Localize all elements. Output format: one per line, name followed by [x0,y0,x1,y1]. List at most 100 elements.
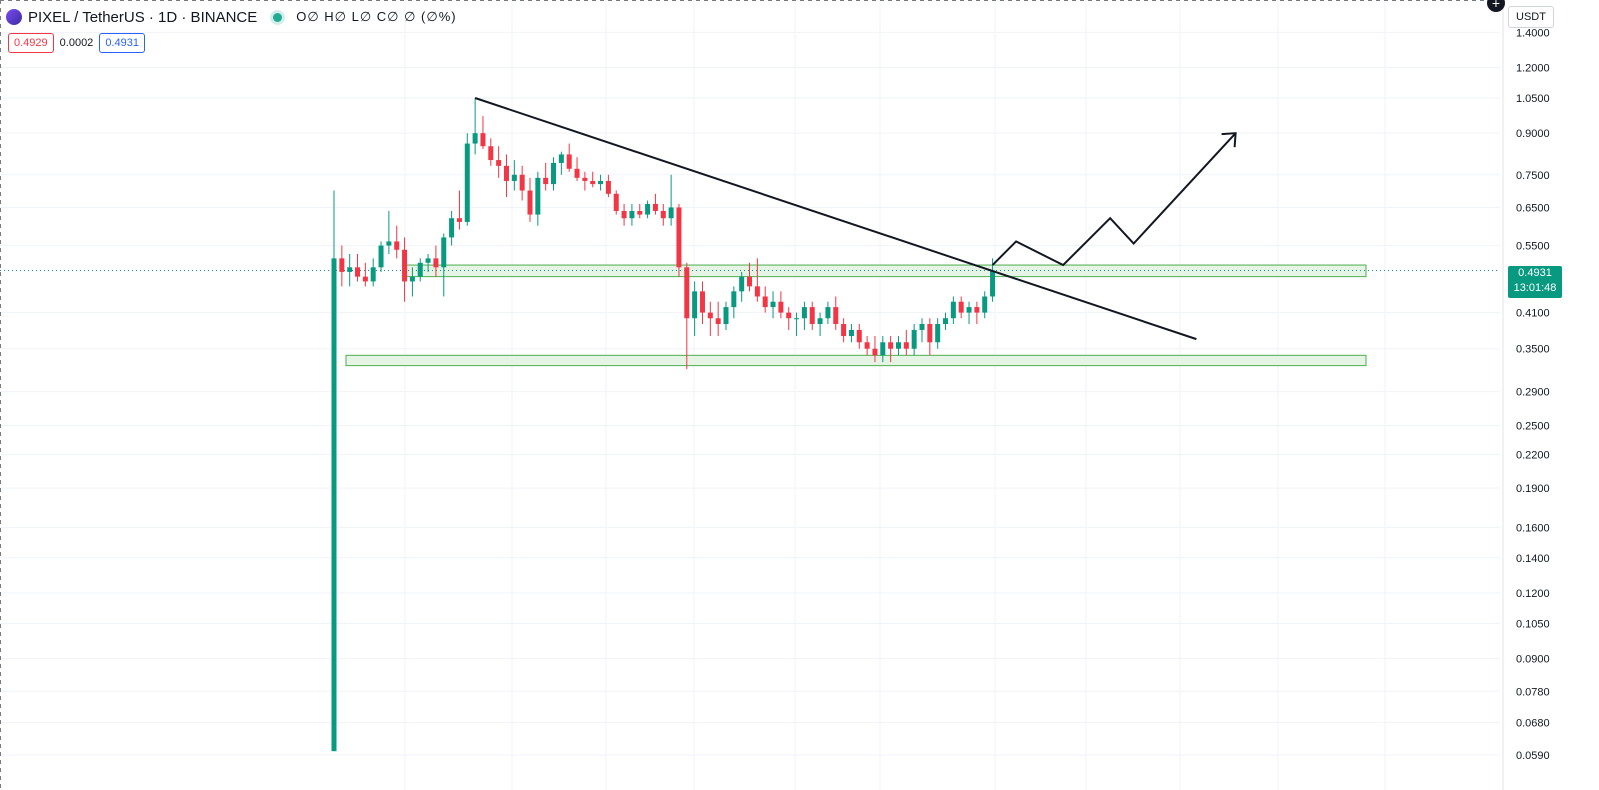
candle-body [386,241,392,246]
current-price-value: 0.4931 [1518,267,1552,279]
y-axis-tick-label: 0.0900 [1516,654,1550,666]
candle-body [927,324,933,343]
candle-body [856,329,862,343]
candle-body [574,168,580,178]
ohlc-values: O∅ H∅ L∅ C∅ ∅ (∅%) [296,9,457,24]
candle-body [503,165,509,181]
candle-body [731,291,737,308]
y-axis-tick-label: 0.6500 [1516,202,1550,214]
candle-body [825,307,831,319]
y-axis-tick-label: 0.9000 [1516,128,1550,140]
candle-body [794,318,800,320]
candle-body [974,307,980,313]
candle-body [605,180,611,194]
candle-body [747,276,753,287]
candle-body [778,301,784,313]
candle-body [786,312,792,319]
candle-body [543,177,549,185]
candle-body [754,286,760,297]
y-axis-tick-label: 0.1400 [1516,553,1550,565]
y-axis-tick-label: 0.0680 [1516,718,1550,730]
symbol-title[interactable]: PIXEL / TetherUS · 1D · BINANCE [28,8,258,26]
candle-body [652,203,658,211]
candle-body [966,307,972,313]
symbol-header: PIXEL / TetherUS · 1D · BINANCE O∅ H∅ L∅… [6,6,457,28]
candle-body [417,262,423,277]
candle-body [558,154,564,163]
candle-body [668,207,674,219]
candle-body [841,324,847,337]
candle-body [621,210,627,219]
candle-body [809,307,815,325]
bid-ask-bar: 0.4929 0.0002 0.4931 [8,33,145,53]
candle-body [990,270,996,297]
candle-body [613,193,619,211]
candle-body [848,329,854,337]
candle-body [370,267,376,282]
pixel-logo-icon [6,9,22,25]
candle-body [660,210,666,219]
candle-body [637,210,643,215]
candle-body [903,342,909,349]
sell-price-button[interactable]: 0.4929 [8,33,54,53]
candle-body [464,143,470,222]
candle-body [441,237,447,268]
bar-countdown: 13:01:48 [1513,282,1557,294]
candle-body [919,324,925,330]
candle-body [425,258,431,263]
y-axis-tick-label: 0.5500 [1516,241,1550,253]
candle-body [551,162,557,185]
candle-body [880,342,886,356]
add-plus-icon[interactable]: + [1487,0,1505,12]
candle-body [582,177,588,181]
candle-body [817,318,823,325]
y-axis-tick-label: 0.4100 [1516,308,1550,320]
y-axis-tick-label: 0.1200 [1516,588,1550,600]
candle-body [362,276,368,282]
candle-body [935,324,941,343]
y-axis-tick-label: 0.1600 [1516,522,1550,534]
candle-body [598,180,604,185]
y-axis-tick-label: 0.2200 [1516,450,1550,462]
candle-body [488,146,494,161]
candle-body [535,177,541,215]
y-axis-tick-label: 0.1050 [1516,618,1550,630]
candle-body [394,241,400,250]
candle-body [982,296,988,313]
y-axis-tick-label: 1.2000 [1516,63,1550,75]
candle-body [496,160,502,166]
candle-body [723,307,729,325]
candle-body [566,154,572,169]
candle-body [770,301,776,308]
candle-body [872,348,878,356]
candle-body [801,307,807,319]
candle-body [339,258,345,272]
candle-body [676,207,682,268]
candle-body [684,267,690,319]
candle-body [692,291,698,319]
candle-body [762,296,768,308]
y-axis-tick-label: 1.0500 [1516,93,1550,105]
current-price-label: 0.4931 13:01:48 [1508,266,1562,298]
buy-price-button[interactable]: 0.4931 [99,33,145,53]
y-axis-tick-label: 1.4000 [1516,27,1550,39]
candle-body [707,312,713,319]
candle-body [943,318,949,325]
y-axis-tick-label: 0.0780 [1516,686,1550,698]
candle-body [833,307,839,325]
candle-body [347,267,353,272]
y-axis-tick-label: 0.3500 [1516,344,1550,356]
candle-body [519,174,525,191]
candle-body [409,276,415,282]
spread-value: 0.0002 [59,37,94,49]
currency-selector[interactable]: USDT [1508,6,1554,28]
candle-body [511,174,517,181]
projection-path [991,132,1237,267]
candle-body [888,342,894,349]
candle-body [456,218,462,222]
candle-body [645,203,651,215]
y-axis-tick-label: 0.2500 [1516,420,1550,432]
candle-body [950,301,956,319]
candle-body [699,291,705,313]
